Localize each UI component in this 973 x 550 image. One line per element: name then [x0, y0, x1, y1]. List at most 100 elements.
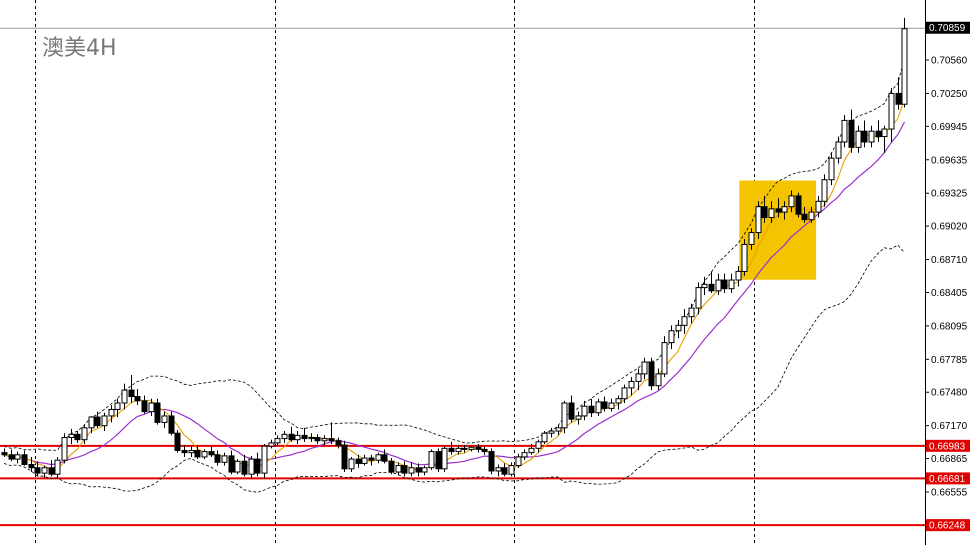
- candle: [508, 462, 515, 477]
- candle-body-down: [214, 454, 221, 463]
- candle-body-up: [541, 432, 548, 443]
- candle: [435, 448, 442, 473]
- candle-body-up: [535, 441, 542, 449]
- candle: [561, 400, 568, 434]
- candle: [861, 120, 868, 148]
- candle: [568, 395, 575, 423]
- candle: [735, 266, 742, 287]
- candle: [148, 398, 155, 416]
- candle: [715, 273, 722, 296]
- candle-body-up: [515, 456, 522, 467]
- candle: [575, 411, 582, 425]
- candle: [188, 446, 195, 457]
- candle-body-up: [868, 130, 875, 143]
- candle: [555, 424, 562, 436]
- candle: [34, 461, 41, 477]
- candle-body-down: [801, 213, 808, 221]
- candle-body-down: [488, 451, 495, 472]
- candle-body-down: [328, 438, 335, 442]
- candle: [28, 456, 35, 473]
- candle: [448, 441, 455, 455]
- candle: [768, 201, 775, 223]
- candle-body-up: [68, 433, 75, 439]
- candle-body-up: [841, 119, 848, 143]
- candle-body-up: [395, 465, 402, 473]
- candle: [821, 174, 828, 207]
- candle: [541, 431, 548, 444]
- candle-body-down: [74, 433, 81, 441]
- candle: [121, 383, 128, 410]
- candle-body-down: [568, 402, 575, 420]
- candle-body-up: [561, 402, 568, 429]
- candle-body-up: [308, 437, 315, 440]
- candle-body-down: [795, 195, 802, 215]
- candle-body-up: [781, 206, 788, 213]
- candle-body-up: [581, 405, 588, 417]
- candle-body-up: [595, 401, 602, 414]
- candle: [61, 433, 68, 464]
- candle-body-down: [761, 206, 768, 218]
- candle: [134, 388, 141, 406]
- candle-body-up: [735, 270, 742, 281]
- candle: [401, 461, 408, 477]
- candle: [721, 273, 728, 293]
- slow-moving-average-line: [3, 121, 906, 466]
- candle: [14, 451, 21, 464]
- candle-body-up: [14, 454, 21, 460]
- candle: [788, 190, 795, 213]
- candle-body-down: [481, 448, 488, 453]
- price-tick-label: 0.66555: [931, 488, 968, 499]
- candle-body-up: [815, 200, 822, 213]
- candle-body-up: [695, 287, 702, 309]
- candle: [114, 398, 121, 418]
- candle: [254, 452, 261, 477]
- candle: [895, 77, 902, 110]
- candle-body-up: [108, 408, 115, 417]
- candle-body-up: [261, 445, 268, 474]
- candle: [21, 450, 28, 466]
- candle-body-up: [661, 342, 668, 375]
- candle-body-up: [755, 206, 762, 234]
- candle: [94, 411, 101, 428]
- candle-body-down: [475, 446, 482, 450]
- candle-body-up: [234, 460, 241, 473]
- candle: [415, 463, 422, 477]
- candle: [234, 459, 241, 475]
- level-label-2: 0.66681: [929, 474, 966, 485]
- candle: [621, 384, 628, 404]
- candle: [141, 395, 148, 414]
- candle-body-up: [188, 449, 195, 454]
- price-tick-label: 0.66865: [931, 454, 968, 465]
- candle-body-up: [268, 442, 275, 447]
- candle-body-up: [668, 330, 675, 344]
- candle-body-up: [421, 467, 428, 473]
- candle: [194, 445, 201, 460]
- candle: [174, 429, 181, 453]
- chart-title: 澳美4H: [42, 36, 117, 61]
- candle: [101, 412, 108, 432]
- candle-body-up: [635, 373, 642, 382]
- bollinger-bands: [3, 57, 905, 493]
- price-tick-label: 0.68710: [931, 255, 968, 266]
- candle: [868, 125, 875, 148]
- candle: [214, 450, 221, 466]
- candle: [54, 456, 61, 479]
- candle: [321, 435, 328, 446]
- candle-body-up: [701, 283, 708, 289]
- candle: [335, 437, 342, 449]
- candle: [221, 452, 228, 466]
- candle-body-up: [114, 402, 121, 410]
- price-tick-label: 0.69020: [931, 222, 968, 233]
- candle-body-up: [521, 452, 528, 458]
- candle-body-up: [621, 387, 628, 400]
- candle-body-up: [81, 427, 88, 441]
- candle-body-down: [335, 440, 342, 446]
- candle-body-up: [881, 128, 888, 138]
- candle-body-up: [428, 451, 435, 469]
- candle-body-down: [435, 451, 442, 470]
- candle-body-up: [408, 467, 415, 474]
- candles: [1, 17, 908, 479]
- candle-body-up: [821, 179, 828, 202]
